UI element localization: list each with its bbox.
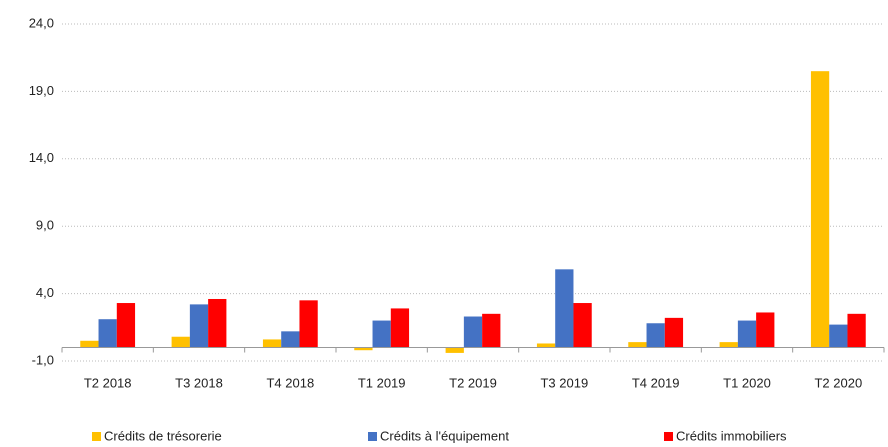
bar (98, 319, 117, 348)
bar (664, 317, 684, 348)
bar (445, 347, 464, 353)
bar (189, 304, 209, 348)
bar (737, 320, 757, 348)
bar (810, 71, 830, 348)
y-tick-label: 4,0 (36, 285, 54, 300)
legend-swatch (368, 432, 377, 441)
x-tick-label: T1 2019 (358, 375, 406, 390)
bar (628, 342, 647, 348)
legend-swatch (92, 432, 101, 441)
x-tick-label: T1 2020 (723, 375, 771, 390)
bar (463, 316, 483, 348)
x-tick-label: T4 2018 (266, 375, 314, 390)
legend-label: Crédits à l'équipement (380, 428, 509, 443)
bar (372, 320, 391, 348)
x-tick-label: T2 2020 (814, 375, 862, 390)
legend-label: Crédits de trésorerie (104, 428, 222, 443)
y-tick-label: 24,0 (29, 15, 54, 30)
bar (354, 347, 373, 351)
bar (171, 336, 190, 348)
x-tick-label: T3 2018 (175, 375, 223, 390)
bar (482, 313, 501, 348)
bar (299, 300, 318, 348)
y-tick-label: 9,0 (36, 218, 54, 233)
bar (847, 313, 866, 348)
bar (390, 308, 410, 348)
bar (646, 323, 665, 348)
y-tick-label: 19,0 (29, 83, 54, 98)
bar (80, 340, 99, 348)
legend-label: Crédits immobiliers (676, 428, 787, 443)
bar (536, 343, 556, 348)
x-tick-label: T4 2019 (632, 375, 680, 390)
bar (281, 331, 300, 348)
x-tick-label: T2 2018 (84, 375, 132, 390)
bar (262, 339, 282, 348)
bar (829, 324, 848, 348)
bar (208, 298, 227, 348)
x-tick-label: T3 2019 (540, 375, 588, 390)
x-tick-label: T2 2019 (449, 375, 497, 390)
bar (573, 303, 592, 348)
y-tick-label: 14,0 (29, 150, 54, 165)
bar (756, 312, 775, 348)
bar (116, 303, 136, 348)
bar (719, 342, 738, 348)
legend-swatch (664, 432, 673, 441)
y-tick-label: -1,0 (32, 352, 54, 367)
bar (555, 269, 574, 348)
